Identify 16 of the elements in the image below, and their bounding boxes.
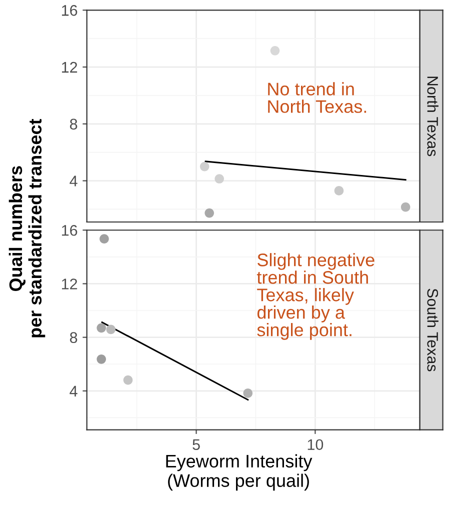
x-axis-title: Eyeworm Intensity (Worms per quail) — [166, 454, 312, 491]
annotation: No trend in North Texas. — [268, 82, 366, 113]
text: South Texas — [427, 288, 438, 372]
y-tick-label: 12 — [62, 62, 78, 73]
y-tick-label: 4 — [70, 176, 78, 186]
y-tick-label: 4 — [70, 386, 78, 396]
y-tick-label: 16 — [62, 224, 78, 236]
y-axis-title: Quail numbers per standardized transect — [8, 118, 46, 338]
y-tick-label: 8 — [70, 332, 78, 343]
y-tick-label: 8 — [70, 118, 78, 130]
annotation: Slight negative trend in South Texas, likely driven by a single point. — [256, 253, 374, 340]
x-tick-label: 10 — [308, 439, 324, 450]
x-tick-label: 5 — [192, 439, 200, 450]
y-tick-label: 16 — [62, 5, 78, 16]
text: North Texas — [427, 76, 438, 156]
y-tick-label: 12 — [62, 278, 78, 290]
